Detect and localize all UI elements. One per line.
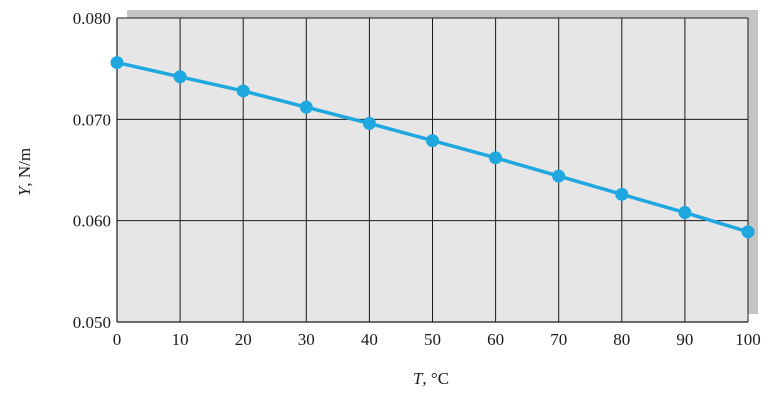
x-tick-label-100: 100 (735, 330, 761, 349)
data-point-30 (299, 100, 313, 114)
x-tick-label-90: 90 (676, 330, 693, 349)
data-point-0 (110, 56, 124, 70)
x-tick-label-70: 70 (550, 330, 567, 349)
x-tick-label-20: 20 (235, 330, 252, 349)
y-tick-label-3: 0.080 (73, 9, 111, 28)
data-point-100 (741, 225, 755, 239)
y-tick-label-0: 0.050 (73, 313, 111, 332)
x-tick-label-0: 0 (113, 330, 122, 349)
x-tick-label-80: 80 (613, 330, 630, 349)
x-tick-label-50: 50 (424, 330, 441, 349)
data-point-50 (426, 134, 439, 148)
series-group (110, 56, 755, 239)
y-tick-label-1: 0.060 (73, 212, 111, 231)
x-tick-label-10: 10 (172, 330, 189, 349)
x-tick-label-30: 30 (298, 330, 315, 349)
data-point-60 (489, 151, 503, 165)
data-point-20 (236, 84, 250, 98)
y-tick-labels: 0.050 0.060 0.070 0.080 (73, 9, 111, 332)
y-tick-label-2: 0.070 (73, 110, 111, 129)
x-tick-label-60: 60 (487, 330, 504, 349)
data-point-80 (615, 187, 629, 201)
data-point-90 (678, 206, 692, 220)
data-point-40 (362, 116, 376, 130)
x-tick-label-40: 40 (361, 330, 378, 349)
data-point-70 (552, 169, 566, 183)
x-axis-label: T, °C (413, 369, 449, 388)
x-tick-labels: 0 10 20 30 40 50 60 70 80 90 100 (113, 330, 761, 349)
data-point-10 (173, 70, 187, 84)
y-axis-label: Y, N/m (15, 148, 34, 196)
